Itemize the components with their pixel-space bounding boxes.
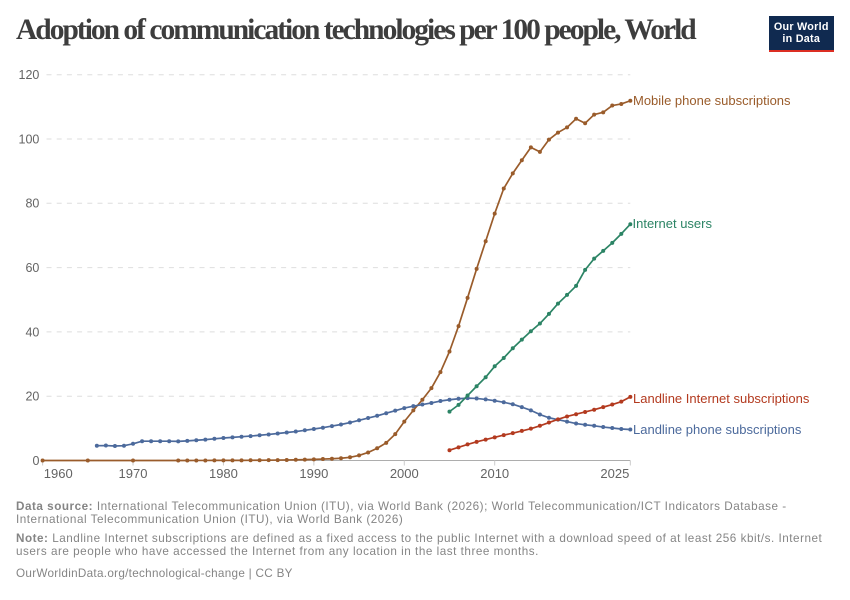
svg-text:0: 0 [32, 454, 39, 468]
svg-text:1990: 1990 [299, 466, 328, 481]
svg-text:Landline phone subscriptions: Landline phone subscriptions [633, 422, 802, 437]
svg-text:20: 20 [25, 390, 39, 404]
svg-text:Internet users: Internet users [633, 216, 713, 231]
svg-text:120: 120 [19, 68, 40, 82]
svg-text:1980: 1980 [209, 466, 238, 481]
svg-text:60: 60 [25, 261, 39, 275]
svg-text:2000: 2000 [390, 466, 419, 481]
svg-text:100: 100 [19, 132, 40, 146]
svg-text:1970: 1970 [119, 466, 148, 481]
svg-text:2025: 2025 [600, 466, 629, 481]
svg-text:40: 40 [25, 325, 39, 339]
svg-text:2010: 2010 [480, 466, 509, 481]
svg-text:Mobile phone subscriptions: Mobile phone subscriptions [633, 93, 791, 108]
svg-text:Landline Internet subscription: Landline Internet subscriptions [633, 391, 810, 406]
svg-text:1960: 1960 [44, 466, 73, 481]
svg-text:80: 80 [25, 197, 39, 211]
